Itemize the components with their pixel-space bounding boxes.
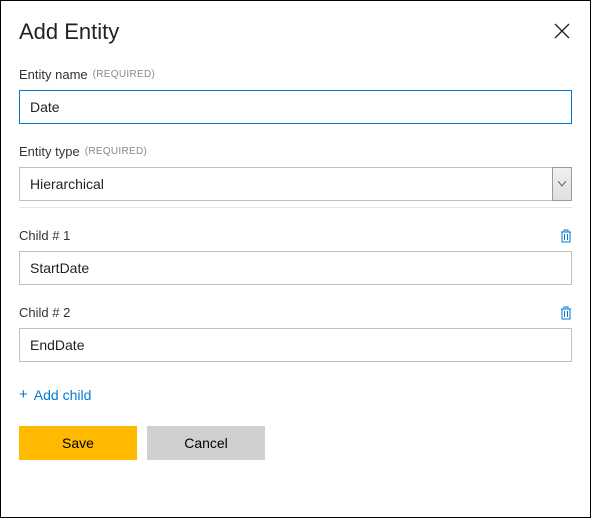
child-2-input[interactable] [19, 328, 572, 362]
entity-type-label: Entity type [19, 144, 80, 159]
child-2-label: Child # 2 [19, 305, 70, 320]
entity-type-select[interactable]: Hierarchical [19, 167, 572, 201]
trash-icon[interactable] [560, 229, 572, 243]
cancel-button[interactable]: Cancel [147, 426, 265, 460]
divider [19, 207, 572, 208]
entity-type-required: (REQUIRED) [85, 146, 147, 157]
trash-icon[interactable] [560, 306, 572, 320]
chevron-down-icon[interactable] [552, 167, 572, 201]
child-1-label: Child # 1 [19, 228, 70, 243]
entity-name-input[interactable] [19, 90, 572, 124]
dialog-title: Add Entity [19, 19, 119, 45]
entity-type-value: Hierarchical [30, 176, 104, 192]
add-child-label: Add child [34, 387, 92, 403]
add-child-button[interactable]: + Add child [19, 386, 91, 403]
plus-icon: + [19, 386, 28, 403]
close-icon[interactable] [552, 19, 572, 45]
child-1-input[interactable] [19, 251, 572, 285]
entity-name-required: (REQUIRED) [93, 69, 155, 80]
entity-name-label: Entity name [19, 67, 88, 82]
save-button[interactable]: Save [19, 426, 137, 460]
